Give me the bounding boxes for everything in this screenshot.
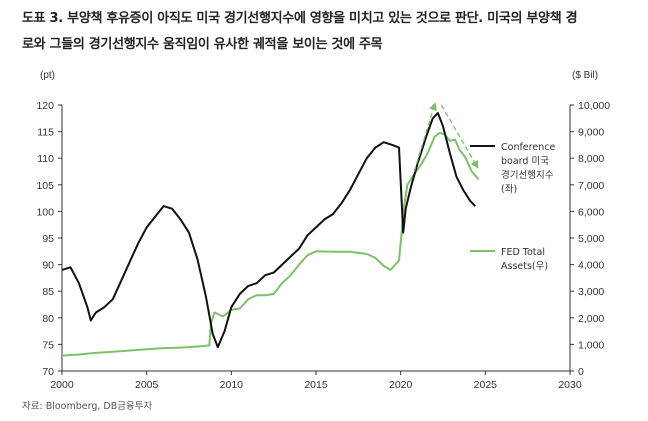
legend-fed-label: FED Total: [501, 247, 545, 258]
series-group: [61, 112, 480, 357]
legend-lei-label: 경기선행지수: [501, 169, 554, 181]
legend-fed-label: Assets(우): [501, 261, 548, 272]
right-tick-label: 1,000: [578, 339, 604, 351]
legend-lei-label: (좌): [501, 184, 517, 195]
x-tick-label: 2015: [304, 379, 328, 391]
x-tick-label: 2025: [474, 379, 498, 391]
left-tick-label: 105: [36, 180, 54, 192]
right-axis-unit: ($ Bil): [572, 70, 598, 81]
left-axis-unit: (pt): [40, 70, 55, 81]
left-tick-label: 75: [42, 339, 54, 351]
right-tick-label: 9,000: [578, 127, 604, 139]
right-tick-label: 4,000: [578, 260, 604, 272]
left-tick-label: 115: [37, 127, 54, 139]
right-tick-label: 8,000: [578, 153, 604, 165]
right-tick-label: 5,000: [578, 233, 604, 245]
right-tick-label: 3,000: [578, 286, 604, 298]
ticks-group: (pt) ($ Bil) 70 75 80 85 90 95 100 105 110 115 120 0 1…: [36, 70, 610, 391]
chart-title: 도표 3. 부양책 후유증이 아직도 미국 경기선행지수에 영향을 미치고 있는…: [22, 6, 642, 58]
x-tick-label: 2000: [50, 379, 74, 391]
trend-arrow-2: [440, 104, 479, 169]
left-tick-label: 85: [42, 286, 54, 298]
legend-lei-label: Conference: [501, 142, 555, 153]
right-tick-label: 10,000: [578, 100, 610, 112]
right-tick-label: 2,000: [578, 313, 604, 325]
source-note: 자료: Bloomberg, DB금융투자: [22, 401, 153, 412]
left-tick-label: 120: [36, 100, 54, 112]
left-tick-label: 90: [42, 260, 54, 272]
title-line-2: 로와 그들의 경기선행지수 움직임이 유사한 궤적을 보이는 것에 주목: [22, 37, 383, 52]
right-tick-label: 6,000: [578, 206, 604, 218]
x-tick-label: 2020: [389, 379, 413, 391]
x-tick-label: 2005: [135, 379, 159, 391]
title-line-1: 도표 3. 부양책 후유증이 아직도 미국 경기선행지수에 영향을 미치고 있는…: [22, 11, 578, 26]
trend-arrow-1: [413, 102, 437, 172]
legend-lei-label: board 미국: [501, 156, 549, 167]
right-tick-label: 0: [578, 366, 584, 378]
left-tick-label: 70: [42, 366, 54, 378]
left-tick-label: 80: [42, 313, 54, 325]
left-tick-label: 100: [36, 206, 54, 218]
fed-assets-series-line: [61, 131, 480, 357]
annotation-group: [413, 102, 479, 172]
x-tick-label: 2030: [558, 379, 582, 391]
lei-series-line: [61, 112, 476, 349]
left-tick-label: 95: [42, 233, 54, 245]
right-tick-label: 7,000: [578, 180, 604, 192]
axes-group: [61, 105, 571, 372]
left-tick-label: 110: [37, 153, 54, 165]
x-tick-label: 2010: [220, 379, 244, 391]
